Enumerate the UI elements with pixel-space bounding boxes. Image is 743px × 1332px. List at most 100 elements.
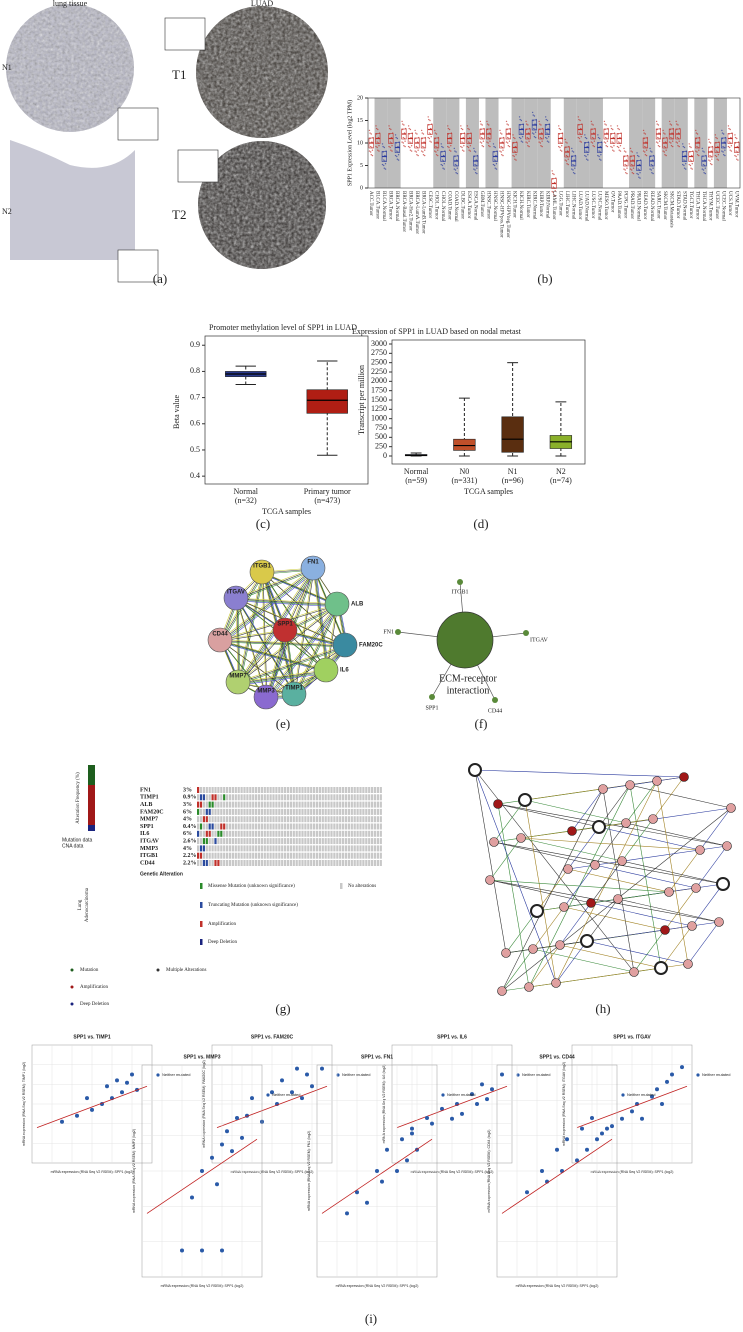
- alteration-cell: [289, 823, 292, 830]
- sample-dot: [624, 169, 626, 171]
- alteration-cell: [365, 801, 368, 808]
- sample-dot: [670, 124, 673, 126]
- y-tick-label: 2500: [371, 357, 387, 366]
- alteration-cell: [292, 860, 295, 866]
- point: [555, 1147, 559, 1152]
- sample-dot: [682, 163, 684, 166]
- sample-dot: [488, 124, 490, 126]
- sample-dot: [574, 172, 576, 175]
- alteration-cell: [344, 808, 348, 815]
- protein-node: [313, 657, 339, 683]
- alteration-cell: [342, 801, 345, 808]
- alteration-cell: [359, 845, 362, 852]
- alteration-cell: [301, 860, 304, 866]
- alteration-cell: [356, 852, 359, 859]
- sample-dot: [525, 120, 527, 123]
- point: [630, 1109, 634, 1114]
- alteration-cell: [263, 852, 266, 859]
- alteration-cell: [208, 845, 211, 852]
- y-tick-label: 0.5: [190, 445, 200, 454]
- alteration-cell: [278, 860, 281, 866]
- sample-dot: [479, 120, 482, 123]
- alteration-cell: [298, 860, 301, 866]
- alteration-cell: [324, 823, 327, 830]
- interaction-edge: [219, 567, 314, 641]
- sample-dot: [632, 172, 635, 175]
- sample-dot: [671, 140, 674, 142]
- alteration-cell: [211, 794, 214, 801]
- alteration-cell: [365, 845, 368, 852]
- point: [75, 1113, 79, 1118]
- sample-dot: [480, 123, 482, 125]
- sample-dot: [623, 147, 625, 150]
- alteration-cell: [376, 830, 379, 837]
- alteration-cell: [313, 830, 316, 837]
- sample-dot: [500, 145, 502, 148]
- alteration-cell: [304, 787, 307, 793]
- sample-dot: [528, 140, 530, 142]
- alteration-cell: [339, 794, 342, 801]
- alteration-cell: [226, 801, 229, 808]
- sample-dot: [709, 142, 712, 144]
- alteration-cell: [263, 845, 266, 852]
- box: [501, 416, 524, 453]
- sample-dot: [663, 151, 666, 153]
- sample-dot: [728, 146, 731, 149]
- alteration-cell: [266, 860, 269, 866]
- sample-dot: [664, 154, 666, 156]
- sample-dot: [677, 145, 679, 147]
- alteration-cell: [199, 852, 203, 859]
- alteration-cell: [266, 838, 269, 845]
- sample-dot: [391, 150, 393, 152]
- alteration-cell: [298, 830, 301, 837]
- alteration-cell: [205, 838, 208, 845]
- sample-dot: [487, 142, 489, 144]
- alteration-cell: [318, 860, 321, 866]
- point: [250, 1096, 254, 1101]
- alteration-cell: [304, 816, 307, 823]
- sample-dot: [600, 154, 602, 156]
- network-edge: [633, 929, 666, 973]
- sample-dot: [441, 159, 444, 161]
- alteration-cell: [197, 845, 200, 852]
- alteration-cell: [269, 852, 272, 859]
- sample-dot: [580, 141, 583, 143]
- alteration-cell: [286, 787, 290, 793]
- alteration-cell: [344, 801, 348, 808]
- legend-label: Mutation: [80, 968, 99, 973]
- alteration-cell: [220, 801, 223, 808]
- point: [295, 1066, 299, 1071]
- sample-dot: [639, 177, 641, 179]
- x-tick-label: Primary tumor: [304, 487, 351, 496]
- x-tick-label: BRCA.Normal: [394, 191, 399, 222]
- alteration-cell: [304, 860, 307, 866]
- alteration-cell: [373, 852, 377, 859]
- panel-label: (i): [365, 1311, 377, 1326]
- alteration-cell: [373, 823, 377, 830]
- sample-dot: [598, 150, 600, 152]
- alteration-cell: [371, 801, 374, 808]
- sample-dot: [461, 149, 464, 151]
- sample-dot: [650, 169, 652, 171]
- alteration-cell: [231, 838, 234, 845]
- alteration-cell: [275, 838, 278, 845]
- alteration-cell: [339, 787, 342, 793]
- sample-dot: [466, 125, 469, 127]
- alteration-cell: [301, 830, 304, 837]
- alteration-cell: [272, 801, 275, 808]
- x-tick-label: LUAD.Tumor: [577, 191, 582, 220]
- point: [320, 1066, 324, 1071]
- alteration-cell: [231, 808, 234, 815]
- trend-line: [216, 1085, 328, 1128]
- alteration-cell: [379, 852, 382, 859]
- point: [460, 1111, 464, 1116]
- tissue-core: [10, 140, 135, 260]
- legend-label: Deep Deletion: [208, 940, 238, 945]
- sample-dot: [394, 154, 397, 157]
- sample-dot: [508, 145, 511, 148]
- point: [580, 1126, 584, 1131]
- sample-dot: [494, 146, 496, 149]
- x-axis-label: mRNA expression (RNA Seq V2 RSEM): SPP1 …: [336, 1284, 419, 1288]
- alteration-cell: [376, 816, 379, 823]
- significance-band: [589, 98, 603, 188]
